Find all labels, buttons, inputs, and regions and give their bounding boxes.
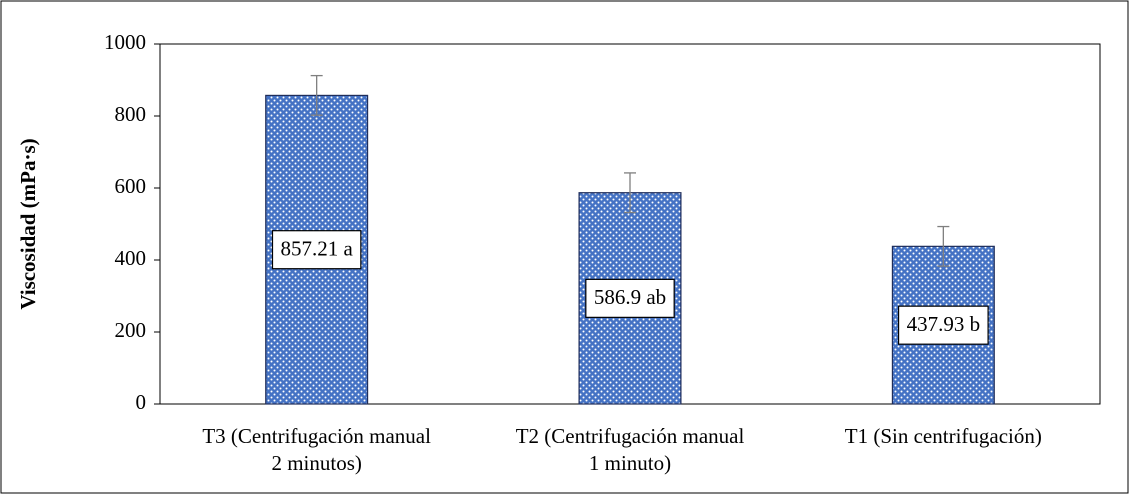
- data-label-box: [897, 305, 989, 345]
- y-tick-label: 600: [115, 174, 147, 198]
- error-bar: [310, 74, 323, 116]
- data-label-box: [271, 230, 362, 270]
- y-tick-label: 800: [115, 102, 147, 126]
- error-bar: [624, 172, 636, 214]
- x-tick-label: T2 (Centrifugación manual 1 minuto): [516, 424, 745, 475]
- y-tick-label: 200: [115, 318, 147, 342]
- y-axis-title: Viscosidad (mPa·s): [16, 138, 40, 309]
- y-tick-label: 0: [136, 390, 147, 414]
- x-tick-label: T1 (Sin centrifugación): [845, 424, 1042, 448]
- data-label-box: [585, 278, 675, 318]
- data-label: 437.93 b: [907, 312, 981, 336]
- x-tick-label: T3 (Centrifugación manual 2 minutos): [202, 424, 431, 475]
- y-tick-label: 1000: [104, 30, 146, 54]
- data-label: 586.9 ab: [594, 285, 666, 309]
- data-label: 857.21 a: [281, 237, 354, 261]
- error-bar: [937, 225, 950, 267]
- y-tick-label: 400: [115, 246, 147, 270]
